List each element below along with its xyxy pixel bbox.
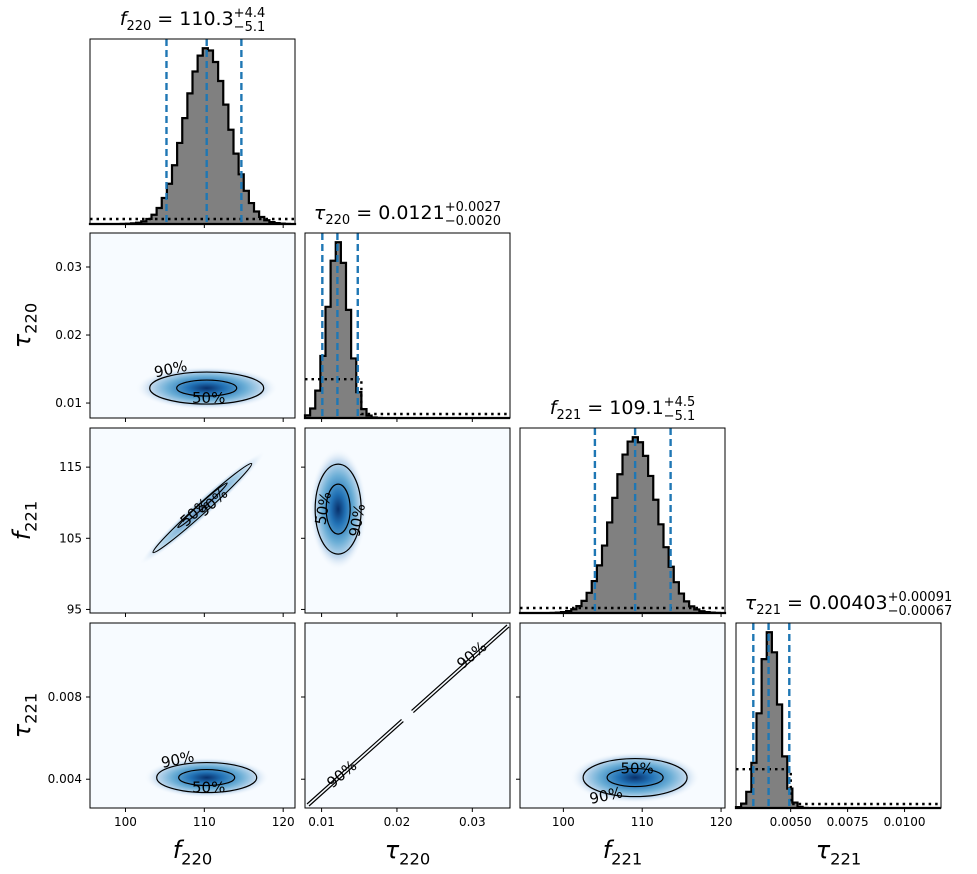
x-axis-label-tau221: τ221 bbox=[816, 836, 862, 869]
contour-90 bbox=[149, 371, 265, 405]
title-minus-f221: −5.1 bbox=[664, 409, 696, 424]
x-tick-label: 110 bbox=[631, 815, 654, 829]
contour-50 bbox=[178, 768, 236, 787]
density-blob bbox=[144, 757, 270, 798]
panel-frames bbox=[86, 38, 942, 812]
histogram-bars bbox=[90, 47, 297, 226]
density-blob bbox=[570, 751, 701, 804]
x-axis-label-f220: f220 bbox=[173, 836, 213, 869]
contour-gap bbox=[399, 708, 415, 723]
contour-label-50: 50% bbox=[620, 760, 653, 778]
x-tick-label: 0.03 bbox=[459, 815, 486, 829]
x-tick-label: 0.0050 bbox=[770, 815, 812, 829]
x-tick-label: 100 bbox=[552, 815, 575, 829]
title-minus-tau220: −0.0020 bbox=[445, 214, 501, 229]
contour-50 bbox=[325, 483, 351, 535]
y-axis-label-f221: f221 bbox=[8, 501, 41, 541]
plot-content bbox=[90, 39, 941, 810]
x-tick-label: 0.0075 bbox=[827, 815, 869, 829]
x-axis-label-tau220: τ220 bbox=[385, 836, 431, 869]
prior-line bbox=[305, 377, 510, 416]
frame-tau220-tau220 bbox=[304, 232, 511, 419]
panel-f220-vs-f221 bbox=[139, 451, 266, 565]
y-tick-label: 0.01 bbox=[55, 396, 82, 410]
frame-f220-tau220 bbox=[89, 232, 296, 419]
contour-90 bbox=[156, 761, 258, 794]
title-minus-tau221: −0.00067 bbox=[888, 604, 953, 619]
x-tick-label: 120 bbox=[710, 815, 733, 829]
y-tick-label: 0.008 bbox=[48, 690, 82, 704]
x-tick-label: 120 bbox=[272, 815, 295, 829]
histogram-f220 bbox=[90, 39, 297, 226]
contour-90 bbox=[314, 463, 362, 555]
contour-50 bbox=[176, 379, 238, 397]
panel-f220-vs-tau220 bbox=[135, 366, 278, 410]
title-minus-f220: −5.1 bbox=[234, 20, 266, 35]
histogram-f221 bbox=[520, 428, 727, 615]
y-axis-label-tau220: τ220 bbox=[8, 303, 41, 349]
contour-label-50: 50% bbox=[192, 389, 225, 407]
panel-tau220-vs-tau221 bbox=[306, 624, 510, 807]
x-tick-label: 0.0100 bbox=[884, 815, 926, 829]
y-tick-label: 0.004 bbox=[48, 772, 82, 786]
y-tick-label: 95 bbox=[67, 602, 82, 616]
contour-90 bbox=[582, 757, 688, 798]
contour-label-50: 50% bbox=[192, 779, 225, 797]
density-blob bbox=[135, 366, 278, 410]
density-blob bbox=[309, 448, 367, 570]
y-tick-label: 0.02 bbox=[55, 328, 82, 342]
title-f221: f221 = 109.1+4.5 bbox=[550, 395, 696, 423]
frame-tau221-tau221 bbox=[735, 622, 942, 809]
frame-f220-f220 bbox=[89, 38, 296, 225]
x-tick-label: 0.01 bbox=[308, 815, 335, 829]
contour-label-90: 90% bbox=[345, 502, 369, 538]
contour-50 bbox=[177, 482, 228, 529]
histogram-tau221 bbox=[734, 623, 941, 810]
title-tau220: τ220 = 0.0121+0.0027 bbox=[314, 200, 501, 228]
y-tick-label: 0.03 bbox=[55, 260, 82, 274]
prior-line bbox=[736, 767, 941, 806]
y-tick-label: 105 bbox=[59, 531, 82, 545]
frame-f221-tau221 bbox=[519, 622, 726, 809]
histogram-bars bbox=[303, 241, 510, 420]
x-axis-label-f221: f221 bbox=[603, 836, 643, 869]
x-tick-label: 0.02 bbox=[384, 815, 411, 829]
contour-50 bbox=[606, 767, 664, 788]
histogram-bars bbox=[520, 436, 727, 615]
frame-f220-tau221 bbox=[89, 622, 296, 809]
title-tau221: τ221 = 0.00403+0.00091 bbox=[745, 590, 953, 618]
x-tick-label: 110 bbox=[193, 815, 216, 829]
frame-tau220-f221 bbox=[304, 427, 511, 614]
frame-f221-f221 bbox=[519, 427, 726, 614]
frame-f220-f221 bbox=[89, 427, 296, 614]
y-axis-label-tau221: τ221 bbox=[8, 693, 41, 739]
panel-f221-vs-tau221 bbox=[570, 751, 701, 804]
panel-f220-vs-tau221 bbox=[144, 757, 270, 798]
contour-label-50: 50% bbox=[311, 490, 335, 526]
x-tick-label: 100 bbox=[114, 815, 137, 829]
frame-tau220-tau221 bbox=[304, 622, 511, 809]
y-tick-label: 115 bbox=[59, 460, 82, 474]
panel-tau220-vs-f221 bbox=[309, 448, 367, 570]
histogram-tau220 bbox=[303, 233, 510, 420]
histogram-bars bbox=[734, 631, 941, 810]
title-f220: f220 = 110.3+4.4 bbox=[120, 6, 266, 34]
